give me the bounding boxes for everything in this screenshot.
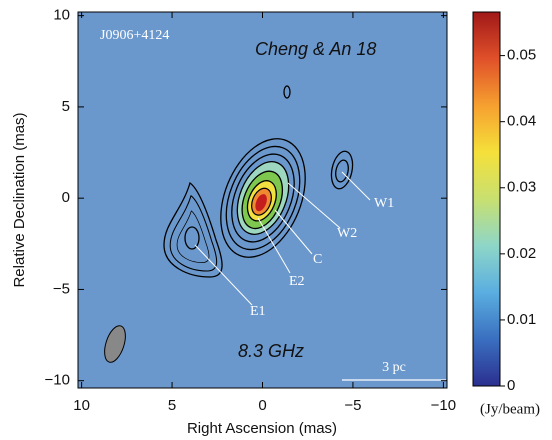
scale-bar-label: 3 pc [382,360,406,375]
x-tick-label: 0 [258,397,266,414]
source-name: J0906+4124 [100,28,169,43]
colorbar-tick-label: 0.04 [507,113,536,130]
colorbar-tick-label: 0 [507,377,515,394]
colorbar-tick-label: 0.01 [507,311,536,328]
annotation: Cheng & An 18 [255,39,376,59]
y-tick-label: −5 [53,280,70,297]
y-tick-label: −10 [45,372,70,389]
x-tick-label: −10 [431,397,456,414]
colorbar [473,12,500,386]
x-axis-label: Right Ascension (mas) [187,420,337,437]
component-label: E1 [250,304,266,319]
colorbar-tick-label: 0.02 [507,245,536,262]
colorbar-tick-label: 0.05 [507,47,536,64]
x-tick-label: 10 [73,397,90,414]
y-tick-label: 5 [62,98,70,115]
x-tick-label: −5 [344,397,361,414]
x-tick-label: 5 [168,397,176,414]
component-label: W2 [337,226,357,241]
annotation: 8.3 GHz [238,341,304,361]
colorbar-label: (Jy/beam) [480,401,540,417]
component-label: W1 [374,196,394,211]
colorbar-tick-label: 0.03 [507,179,536,196]
y-tick-label: 0 [62,189,70,206]
component-label: E2 [289,274,305,289]
y-tick-label: 10 [53,7,70,24]
y-axis-label: Relative Declination (mas) [11,112,28,287]
component-label: C [313,252,322,267]
chart: J0906+4124 Cheng & An 18 8.3 GHz E1 E2 C… [0,0,552,440]
